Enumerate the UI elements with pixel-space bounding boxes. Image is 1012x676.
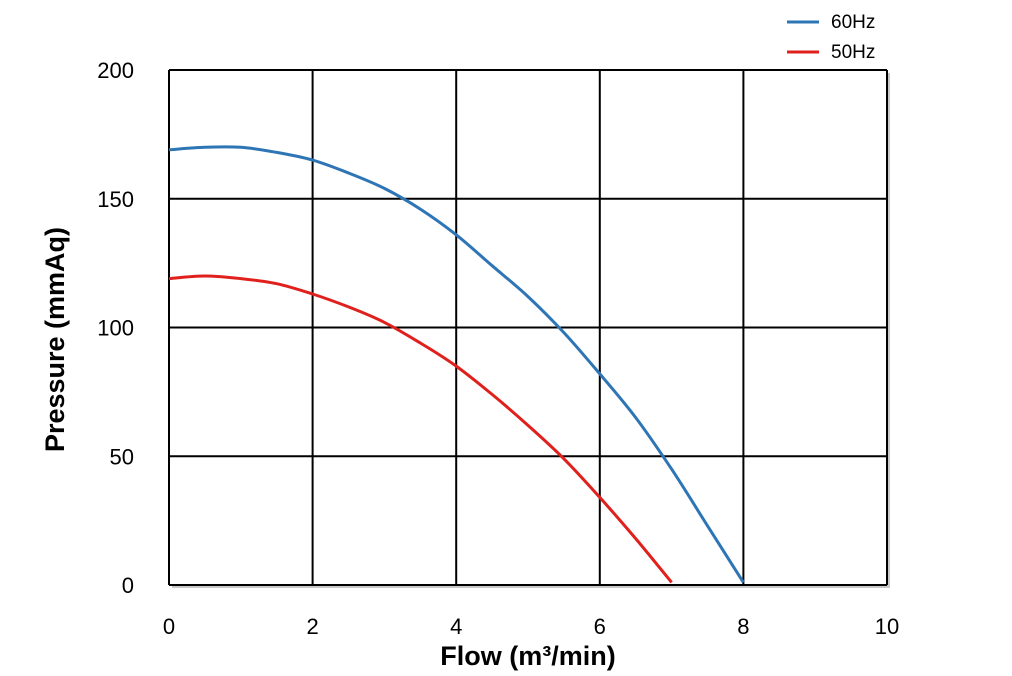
x-axis-title: Flow (m³/min) — [440, 641, 615, 671]
y-tick-label: 50 — [110, 444, 134, 469]
legend-label-60hz: 60Hz — [831, 12, 875, 33]
y-axis-title: Pressure (mmAq) — [40, 227, 70, 452]
x-tick-label: 10 — [875, 614, 899, 639]
y-tick-label: 150 — [97, 187, 134, 212]
y-tick-label: 0 — [122, 573, 134, 598]
x-tick-label: 0 — [163, 614, 175, 639]
x-tick-label: 2 — [306, 614, 318, 639]
x-tick-label: 8 — [737, 614, 749, 639]
x-tick-label: 6 — [594, 614, 606, 639]
y-axis-ticks: 0 50 100 150 200 — [97, 58, 134, 598]
x-tick-label: 4 — [450, 614, 462, 639]
y-tick-label: 100 — [97, 316, 134, 341]
grid-lines — [168, 69, 888, 586]
x-axis-ticks: 0 2 4 6 8 10 — [163, 614, 899, 639]
series-line-50hz — [168, 274, 673, 584]
y-tick-label: 200 — [97, 58, 134, 83]
legend-label-50hz: 50Hz — [831, 42, 875, 63]
series-line-60hz — [168, 145, 745, 584]
legend: 60Hz 50Hz — [787, 12, 875, 63]
series-layer — [168, 145, 745, 584]
